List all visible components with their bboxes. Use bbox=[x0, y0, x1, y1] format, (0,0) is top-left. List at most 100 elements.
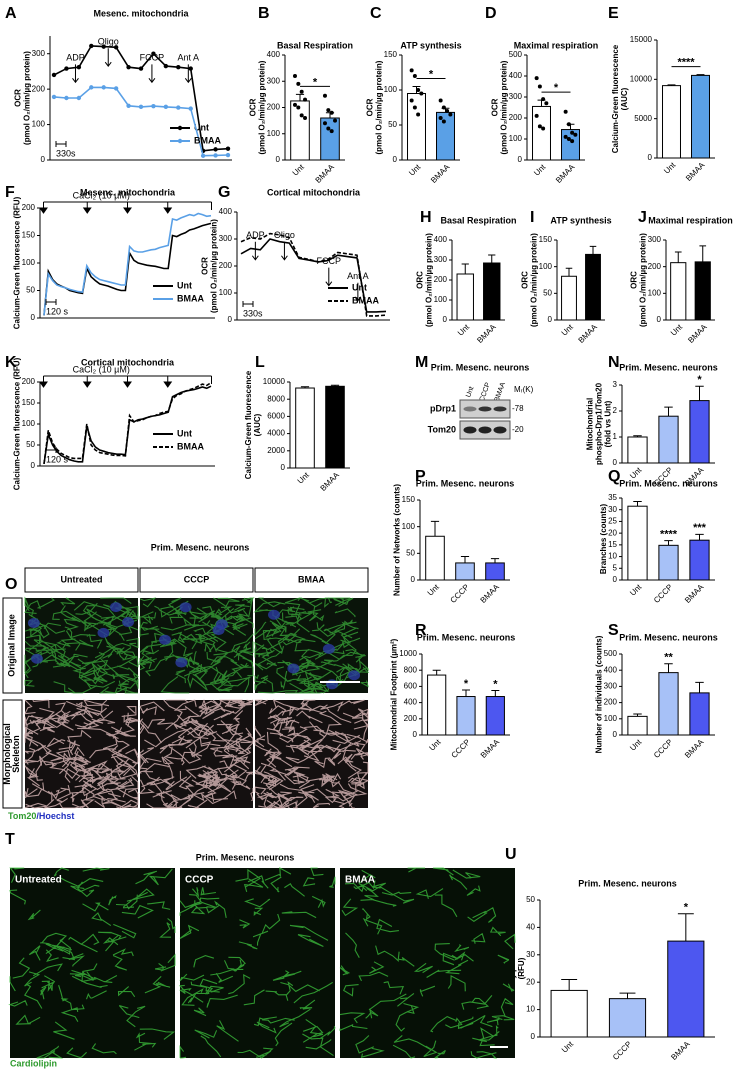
annotation-arrow bbox=[354, 282, 362, 302]
panel-letter: D bbox=[485, 5, 497, 22]
nucleus bbox=[268, 609, 281, 620]
significance: **** bbox=[660, 529, 678, 541]
scalebar-label: 330s bbox=[56, 148, 76, 158]
y-tick-label: 50 bbox=[406, 548, 415, 557]
y-tick-label: 300 bbox=[604, 682, 618, 691]
y-tick-label: 200 bbox=[648, 262, 662, 271]
significance: * bbox=[684, 902, 689, 914]
mw-marker: -20 bbox=[512, 425, 524, 434]
x-tick-label: Unt bbox=[407, 162, 423, 178]
column-header-box bbox=[139, 567, 254, 593]
error-bar bbox=[561, 978, 578, 991]
x-tick-label: Unt bbox=[628, 737, 644, 753]
annotation: Oligo bbox=[274, 230, 295, 240]
error-bar bbox=[695, 385, 704, 401]
chart-title: Prim. Mesenc. neurons bbox=[578, 878, 677, 888]
marker bbox=[126, 64, 131, 70]
y-tick-label: 3 bbox=[613, 380, 618, 389]
panel-letter: Q bbox=[608, 468, 620, 485]
annotation-arrow bbox=[104, 48, 112, 68]
y-axis-label: ORC bbox=[415, 271, 424, 289]
marker bbox=[188, 66, 193, 71]
error-bar bbox=[461, 689, 471, 697]
x-tick-label: BMAA bbox=[683, 737, 706, 760]
y-tick-label: 10 bbox=[526, 1005, 535, 1014]
y-tick-label: 300 bbox=[267, 76, 281, 85]
bar bbox=[627, 436, 648, 464]
panel-letter: K bbox=[5, 354, 17, 371]
data-point bbox=[326, 126, 331, 131]
bar bbox=[407, 93, 426, 161]
x-tick-label: Unt bbox=[628, 582, 644, 598]
chart-title: Cortical mitochondria bbox=[81, 357, 175, 367]
y-tick-label: 0 bbox=[613, 730, 618, 739]
y-tick-label: 25 bbox=[608, 517, 617, 526]
data-point bbox=[326, 108, 331, 113]
marker bbox=[138, 66, 144, 71]
error-bar bbox=[633, 435, 642, 437]
band-label: Tom20 bbox=[428, 424, 456, 434]
y-tick-label: 200 bbox=[267, 103, 281, 112]
y-tick-label: 40 bbox=[526, 923, 535, 932]
y-axis-label: OCR bbox=[490, 98, 499, 116]
nucleus bbox=[175, 657, 188, 668]
error-bar bbox=[699, 245, 707, 262]
significance: * bbox=[313, 76, 318, 88]
scalebar-label: 120 s bbox=[46, 306, 69, 316]
panel: F Mesenc. mitochondria 0 50 100 150 200Calcium… bbox=[5, 184, 215, 329]
bar bbox=[608, 998, 647, 1038]
y-tick-label: 0 bbox=[411, 575, 416, 584]
nucleus bbox=[122, 617, 135, 628]
y-tick-label: 100 bbox=[604, 714, 618, 723]
nucleus bbox=[348, 670, 361, 681]
mw-marker: -78 bbox=[512, 404, 524, 413]
data-point bbox=[448, 112, 453, 117]
panel-letter: P bbox=[415, 468, 426, 485]
legend-label: Unt bbox=[177, 428, 192, 438]
bar bbox=[662, 85, 681, 159]
y-tick-label: 2 bbox=[613, 406, 618, 415]
bar bbox=[585, 253, 601, 321]
data-point bbox=[333, 118, 338, 123]
data-point bbox=[570, 139, 575, 144]
annotation-arrow bbox=[325, 267, 333, 287]
bar bbox=[691, 74, 710, 159]
bar bbox=[550, 989, 588, 1038]
data-point bbox=[322, 93, 327, 98]
x-tick-label: Unt bbox=[296, 470, 312, 486]
error-bar bbox=[537, 99, 546, 107]
stain-hoechst: /Hoechst bbox=[36, 811, 74, 821]
chart-title: Mesenc. mitochondria bbox=[80, 187, 176, 197]
y-tick-label: 400 bbox=[509, 71, 523, 80]
y-tick-label: 150 bbox=[402, 495, 416, 504]
x-tick-label: BMAA bbox=[475, 322, 498, 345]
bar bbox=[627, 715, 648, 736]
x-tick-label: Unt bbox=[427, 737, 443, 753]
y-axis-label: (pmol O₂/min/µg protein) bbox=[257, 60, 266, 154]
data-point bbox=[541, 126, 546, 131]
marker bbox=[176, 105, 181, 110]
y-axis-label: Calcium-Green fluorescence (RFU) bbox=[12, 357, 21, 490]
y-tick-label: 0 bbox=[613, 575, 618, 584]
y-tick-label: 400 bbox=[404, 698, 418, 707]
x-tick-label: BMAA bbox=[686, 322, 709, 345]
y-tick-label: 0 bbox=[276, 155, 281, 164]
panel: B Basal Respiration 0 100 200 300 400 OCR (pmol … bbox=[248, 5, 353, 185]
significance: * bbox=[554, 82, 559, 94]
annotation: CaCl₂ (10 µM) bbox=[73, 364, 130, 374]
micrograph bbox=[180, 868, 335, 1058]
bar bbox=[689, 692, 710, 736]
data-point bbox=[563, 109, 568, 114]
chart-title: Cortical mitochondria bbox=[267, 187, 361, 197]
y-tick-label: 20 bbox=[526, 977, 535, 986]
data-point bbox=[419, 91, 424, 96]
nucleus bbox=[326, 679, 339, 690]
panel: K Cortical mitochondria 0 50 100 150 200Calciu… bbox=[5, 354, 215, 490]
y-tick-label: 0 bbox=[613, 458, 618, 467]
panel-letter: F bbox=[5, 184, 15, 201]
series-line bbox=[240, 232, 387, 317]
data-point bbox=[296, 81, 301, 86]
y-tick-label: 500 bbox=[604, 649, 618, 658]
